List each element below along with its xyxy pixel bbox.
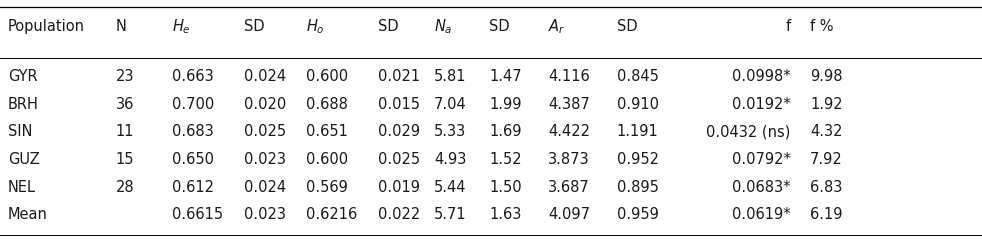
Text: 0.022: 0.022 xyxy=(378,207,420,222)
Text: 5.44: 5.44 xyxy=(434,180,466,195)
Text: SD: SD xyxy=(489,19,510,34)
Text: 0.952: 0.952 xyxy=(617,152,659,167)
Text: GUZ: GUZ xyxy=(8,152,39,167)
Text: f: f xyxy=(786,19,791,34)
Text: SD: SD xyxy=(244,19,264,34)
Text: 0.024: 0.024 xyxy=(244,69,286,84)
Text: 4.422: 4.422 xyxy=(548,125,590,139)
Text: 0.663: 0.663 xyxy=(172,69,214,84)
Text: $H_e$: $H_e$ xyxy=(172,17,191,36)
Text: SD: SD xyxy=(617,19,637,34)
Text: 0.0998*: 0.0998* xyxy=(732,69,791,84)
Text: 6.19: 6.19 xyxy=(810,207,843,222)
Text: $A_r$: $A_r$ xyxy=(548,17,566,36)
Text: $H_o$: $H_o$ xyxy=(306,17,325,36)
Text: 0.019: 0.019 xyxy=(378,180,420,195)
Text: 0.569: 0.569 xyxy=(306,180,349,195)
Text: SD: SD xyxy=(378,19,399,34)
Text: 0.650: 0.650 xyxy=(172,152,214,167)
Text: 0.0192*: 0.0192* xyxy=(732,97,791,112)
Text: 0.959: 0.959 xyxy=(617,207,659,222)
Text: 4.93: 4.93 xyxy=(434,152,466,167)
Text: NEL: NEL xyxy=(8,180,36,195)
Text: 0.6615: 0.6615 xyxy=(172,207,223,222)
Text: 0.020: 0.020 xyxy=(244,97,286,112)
Text: 0.700: 0.700 xyxy=(172,97,214,112)
Text: 1.92: 1.92 xyxy=(810,97,843,112)
Text: 0.024: 0.024 xyxy=(244,180,286,195)
Text: 36: 36 xyxy=(116,97,135,112)
Text: 5.81: 5.81 xyxy=(434,69,466,84)
Text: BRH: BRH xyxy=(8,97,38,112)
Text: 1.52: 1.52 xyxy=(489,152,521,167)
Text: Mean: Mean xyxy=(8,207,48,222)
Text: 1.191: 1.191 xyxy=(617,125,659,139)
Text: 23: 23 xyxy=(116,69,135,84)
Text: 0.025: 0.025 xyxy=(244,125,286,139)
Text: 0.023: 0.023 xyxy=(244,207,286,222)
Text: Population: Population xyxy=(8,19,84,34)
Text: 0.6216: 0.6216 xyxy=(306,207,357,222)
Text: 0.895: 0.895 xyxy=(617,180,659,195)
Text: 7.92: 7.92 xyxy=(810,152,843,167)
Text: 0.612: 0.612 xyxy=(172,180,214,195)
Text: 4.097: 4.097 xyxy=(548,207,590,222)
Text: 0.015: 0.015 xyxy=(378,97,420,112)
Text: 1.63: 1.63 xyxy=(489,207,521,222)
Text: 3.687: 3.687 xyxy=(548,180,590,195)
Text: 0.600: 0.600 xyxy=(306,69,349,84)
Text: 15: 15 xyxy=(116,152,135,167)
Text: N: N xyxy=(116,19,127,34)
Text: 28: 28 xyxy=(116,180,135,195)
Text: 4.32: 4.32 xyxy=(810,125,843,139)
Text: 9.98: 9.98 xyxy=(810,69,843,84)
Text: 0.0432 (ns): 0.0432 (ns) xyxy=(706,125,791,139)
Text: 1.99: 1.99 xyxy=(489,97,521,112)
Text: 11: 11 xyxy=(116,125,135,139)
Text: 0.600: 0.600 xyxy=(306,152,349,167)
Text: 5.71: 5.71 xyxy=(434,207,466,222)
Text: 0.029: 0.029 xyxy=(378,125,420,139)
Text: $N_a$: $N_a$ xyxy=(434,17,453,36)
Text: 7.04: 7.04 xyxy=(434,97,466,112)
Text: f %: f % xyxy=(810,19,834,34)
Text: 0.845: 0.845 xyxy=(617,69,659,84)
Text: 0.688: 0.688 xyxy=(306,97,349,112)
Text: 0.021: 0.021 xyxy=(378,69,420,84)
Text: 0.025: 0.025 xyxy=(378,152,420,167)
Text: 1.47: 1.47 xyxy=(489,69,521,84)
Text: 0.910: 0.910 xyxy=(617,97,659,112)
Text: 0.651: 0.651 xyxy=(306,125,349,139)
Text: 0.0619*: 0.0619* xyxy=(732,207,791,222)
Text: GYR: GYR xyxy=(8,69,37,84)
Text: 1.69: 1.69 xyxy=(489,125,521,139)
Text: SIN: SIN xyxy=(8,125,32,139)
Text: 0.0792*: 0.0792* xyxy=(732,152,791,167)
Text: 5.33: 5.33 xyxy=(434,125,466,139)
Text: 3.873: 3.873 xyxy=(548,152,589,167)
Text: 4.116: 4.116 xyxy=(548,69,590,84)
Text: 6.83: 6.83 xyxy=(810,180,843,195)
Text: 0.683: 0.683 xyxy=(172,125,214,139)
Text: 4.387: 4.387 xyxy=(548,97,590,112)
Text: 1.50: 1.50 xyxy=(489,180,521,195)
Text: 0.023: 0.023 xyxy=(244,152,286,167)
Text: 0.0683*: 0.0683* xyxy=(732,180,791,195)
